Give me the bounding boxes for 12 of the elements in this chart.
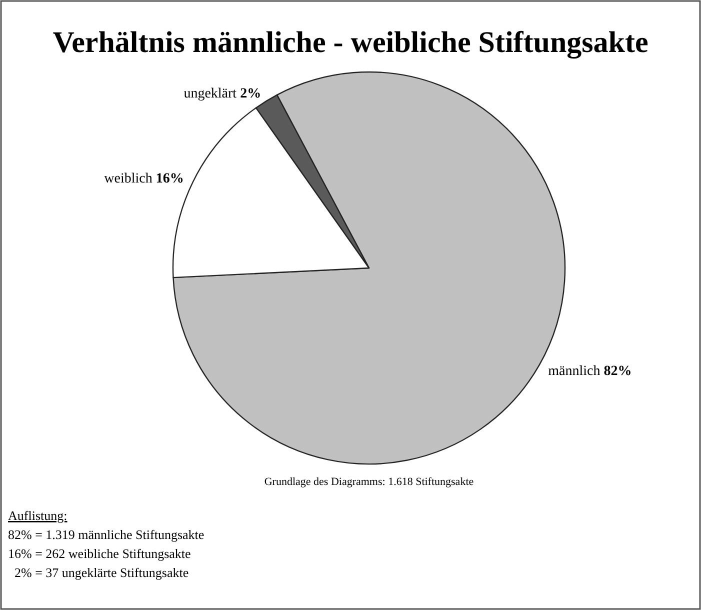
slice-label: männlich	[548, 364, 604, 379]
text: 2% = 37 ungeklärte Stiftungsakte	[8, 565, 189, 580]
text: Grundlage des Diagramms: 1.618 Stiftungsakte	[264, 476, 474, 488]
text: 16% = 262 weibliche Stiftungsakte	[8, 546, 192, 561]
chart-title: Verhältnis männliche - weibliche Stiftungsakte	[52, 26, 648, 59]
data-label: 82%	[604, 364, 632, 379]
slice-label: ungeklärt	[184, 86, 240, 102]
data-label: 16%	[156, 172, 184, 187]
data-label: 2%	[240, 86, 262, 102]
text: Auflistung:	[8, 508, 68, 523]
slice-label: weiblich	[104, 172, 156, 187]
text: 82% = 1.319 männliche Stiftungsakte	[8, 527, 204, 542]
